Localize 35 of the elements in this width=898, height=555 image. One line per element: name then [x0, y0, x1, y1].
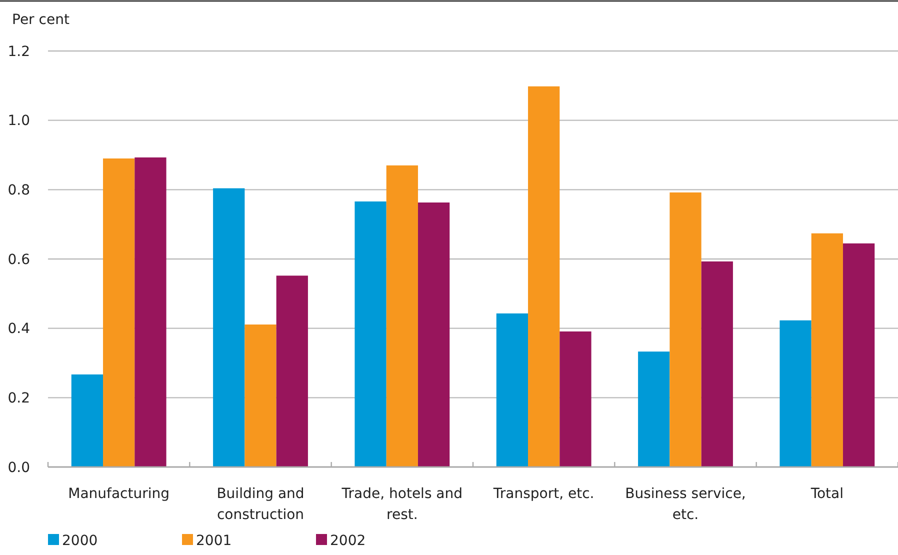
bar — [134, 157, 166, 467]
y-tick-label: 1.0 — [8, 113, 30, 130]
y-tick-label: 0.4 — [8, 321, 30, 338]
bar — [670, 192, 702, 467]
legend-label: 2000 — [62, 532, 98, 549]
bar — [418, 202, 450, 467]
y-tick-label: 0.6 — [8, 252, 30, 268]
y-tick-label: 1.2 — [8, 44, 30, 60]
x-tick-label: Trade, hotels and rest. — [340, 486, 463, 523]
bar — [842, 243, 875, 467]
x-tick-label: Transport, etc. — [492, 486, 594, 502]
bar — [71, 374, 104, 467]
bar — [386, 165, 418, 467]
x-tick-label: Manufacturing — [68, 486, 170, 502]
bar — [811, 233, 843, 467]
bar — [354, 201, 386, 467]
x-tick-label: Total — [810, 486, 844, 502]
bar — [528, 86, 560, 467]
y-tick-label: 0.8 — [8, 182, 30, 199]
bar — [638, 352, 670, 467]
y-tick-label: 0.0 — [8, 460, 30, 476]
bar — [780, 320, 812, 467]
y-tick-label: 0.2 — [8, 390, 30, 407]
bar — [276, 276, 308, 467]
x-tick-label: Building and construction — [216, 486, 304, 523]
bar — [103, 158, 135, 467]
legend-label: 2002 — [330, 532, 366, 549]
bar — [701, 261, 733, 467]
y-axis-title: Per cent — [12, 12, 70, 28]
x-tick-label: Business service, etc. — [625, 486, 746, 523]
legend-label: 2001 — [196, 532, 232, 549]
bar — [244, 324, 276, 467]
bar — [560, 331, 592, 467]
bar — [213, 188, 245, 467]
bar — [496, 313, 528, 467]
